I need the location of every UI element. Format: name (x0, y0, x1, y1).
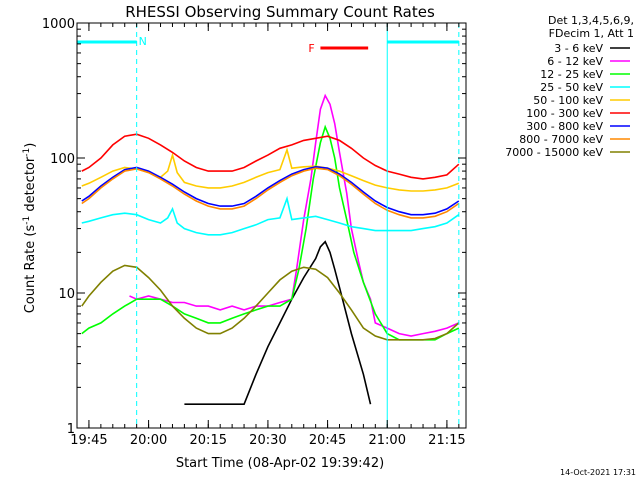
legend-label-5: 50 - 100 keV (533, 94, 603, 107)
series-line-9 (81, 264, 460, 341)
legend-label-8: 800 - 7000 keV (519, 133, 603, 146)
y-tick-label: 1000 (42, 17, 75, 32)
y-axis-label-part1: Count Rate (s (23, 225, 38, 314)
x-tick-label: 19:45 (70, 433, 107, 448)
x-axis-label: Start Time (08-Apr-02 19:39:42) (176, 456, 384, 471)
x-tick-label: 20:15 (190, 433, 227, 448)
flare-label: F (308, 42, 314, 55)
y-axis-label-part2: detector (23, 156, 38, 216)
plot-frame-bg (77, 23, 466, 428)
footer-timestamp: 14-Oct-2021 17:31 (560, 468, 636, 477)
y-axis-label: Count Rate (s-1 detector-1) (22, 143, 38, 314)
legend-label-4: 25 - 50 keV (540, 81, 603, 94)
y-tick-label: 1 (67, 422, 75, 437)
series-line-4 (81, 195, 460, 236)
legend-header-line1: Det 1,3,4,5,6,9, (548, 14, 634, 27)
series-line-1 (184, 240, 372, 406)
legend-label-1: 3 - 6 keV (554, 42, 603, 55)
legend-label-7: 300 - 800 keV (526, 120, 603, 133)
x-tick-label: 20:45 (309, 433, 346, 448)
legend-label-6: 100 - 300 keV (526, 107, 603, 120)
legend-label-9: 7000 - 15000 keV (505, 146, 603, 159)
series-line-3 (81, 124, 460, 341)
night-label: N (139, 35, 147, 48)
chart-title: RHESSI Observing Summary Count Rates (125, 3, 435, 21)
series-line-8 (81, 167, 460, 219)
x-tick-label: 20:30 (249, 433, 286, 448)
y-axis-label-sup1: -1 (22, 216, 32, 225)
axis-layer: 19:45 20:00 20:15 20:30 20:45 21:00 21:15 1 10 10… (42, 17, 467, 448)
series-line-7 (81, 165, 460, 216)
legend-label-2: 6 - 12 keV (547, 55, 603, 68)
x-tick-label: 21:00 (369, 433, 406, 448)
y-tick-label: 100 (50, 152, 75, 167)
series-layer (81, 93, 460, 406)
y-tick-label: 10 (58, 287, 75, 302)
legend-label-3: 12 - 25 keV (540, 68, 603, 81)
x-tick-label: 21:15 (428, 433, 465, 448)
plot-border (76, 22, 467, 429)
x-tick-label: 20:00 (130, 433, 167, 448)
legend: Det 1,3,4,5,6,9, FDecim 1, Att 1 3 - 6 k… (505, 14, 634, 159)
series-line-6 (81, 133, 460, 180)
legend-header-line2: FDecim 1, Att 1 (549, 27, 634, 40)
plot-area (77, 23, 466, 428)
y-axis-label-sup2: -1 (22, 148, 32, 157)
y-axis-label-part3: ) (23, 143, 38, 148)
